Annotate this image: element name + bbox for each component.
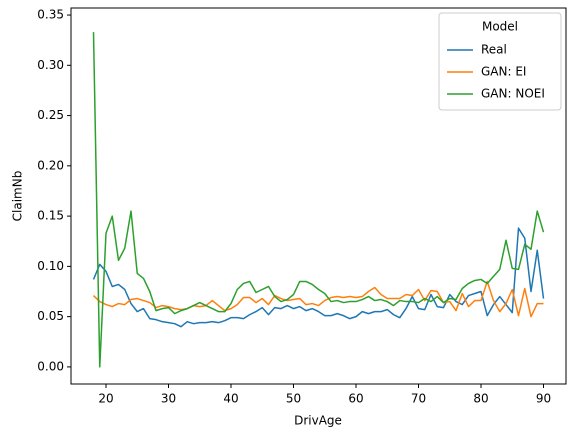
data-line [92, 32, 545, 368]
legend-title: Model [482, 20, 518, 34]
y-axis-label: ClaimNb [11, 171, 25, 222]
x-axis-label: DrivAge [294, 414, 342, 428]
y-tick-label: 0.30 [37, 58, 64, 72]
x-tick-label: 30 [161, 392, 176, 406]
y-tick-label: 0.10 [37, 259, 64, 273]
data-line [92, 280, 544, 318]
x-tick-label: 70 [411, 392, 426, 406]
x-tick-label: 50 [286, 392, 301, 406]
x-tick-label: 60 [348, 392, 363, 406]
x-tick-label: 40 [223, 392, 238, 406]
legend-label: GAN: NOEI [481, 87, 545, 101]
x-tick-label: 20 [98, 392, 113, 406]
y-tick-label: 0.35 [37, 8, 64, 22]
plot-frame [70, 7, 567, 385]
legend: Model Real GAN: EI GAN: NOEI [438, 12, 562, 111]
data-line [92, 227, 545, 328]
legend-label: Real [481, 43, 507, 57]
y-tick-label: 0.20 [37, 158, 64, 172]
y-tick-label: 0.00 [37, 359, 64, 373]
y-tick-label: 0.15 [37, 209, 64, 223]
y-tick-label: 0.25 [37, 108, 64, 122]
x-tick-label: 90 [536, 392, 551, 406]
legend-box [438, 12, 562, 111]
y-tick-label: 0.05 [37, 309, 64, 323]
x-tick-label: 80 [473, 392, 488, 406]
legend-label: GAN: EI [481, 65, 526, 79]
